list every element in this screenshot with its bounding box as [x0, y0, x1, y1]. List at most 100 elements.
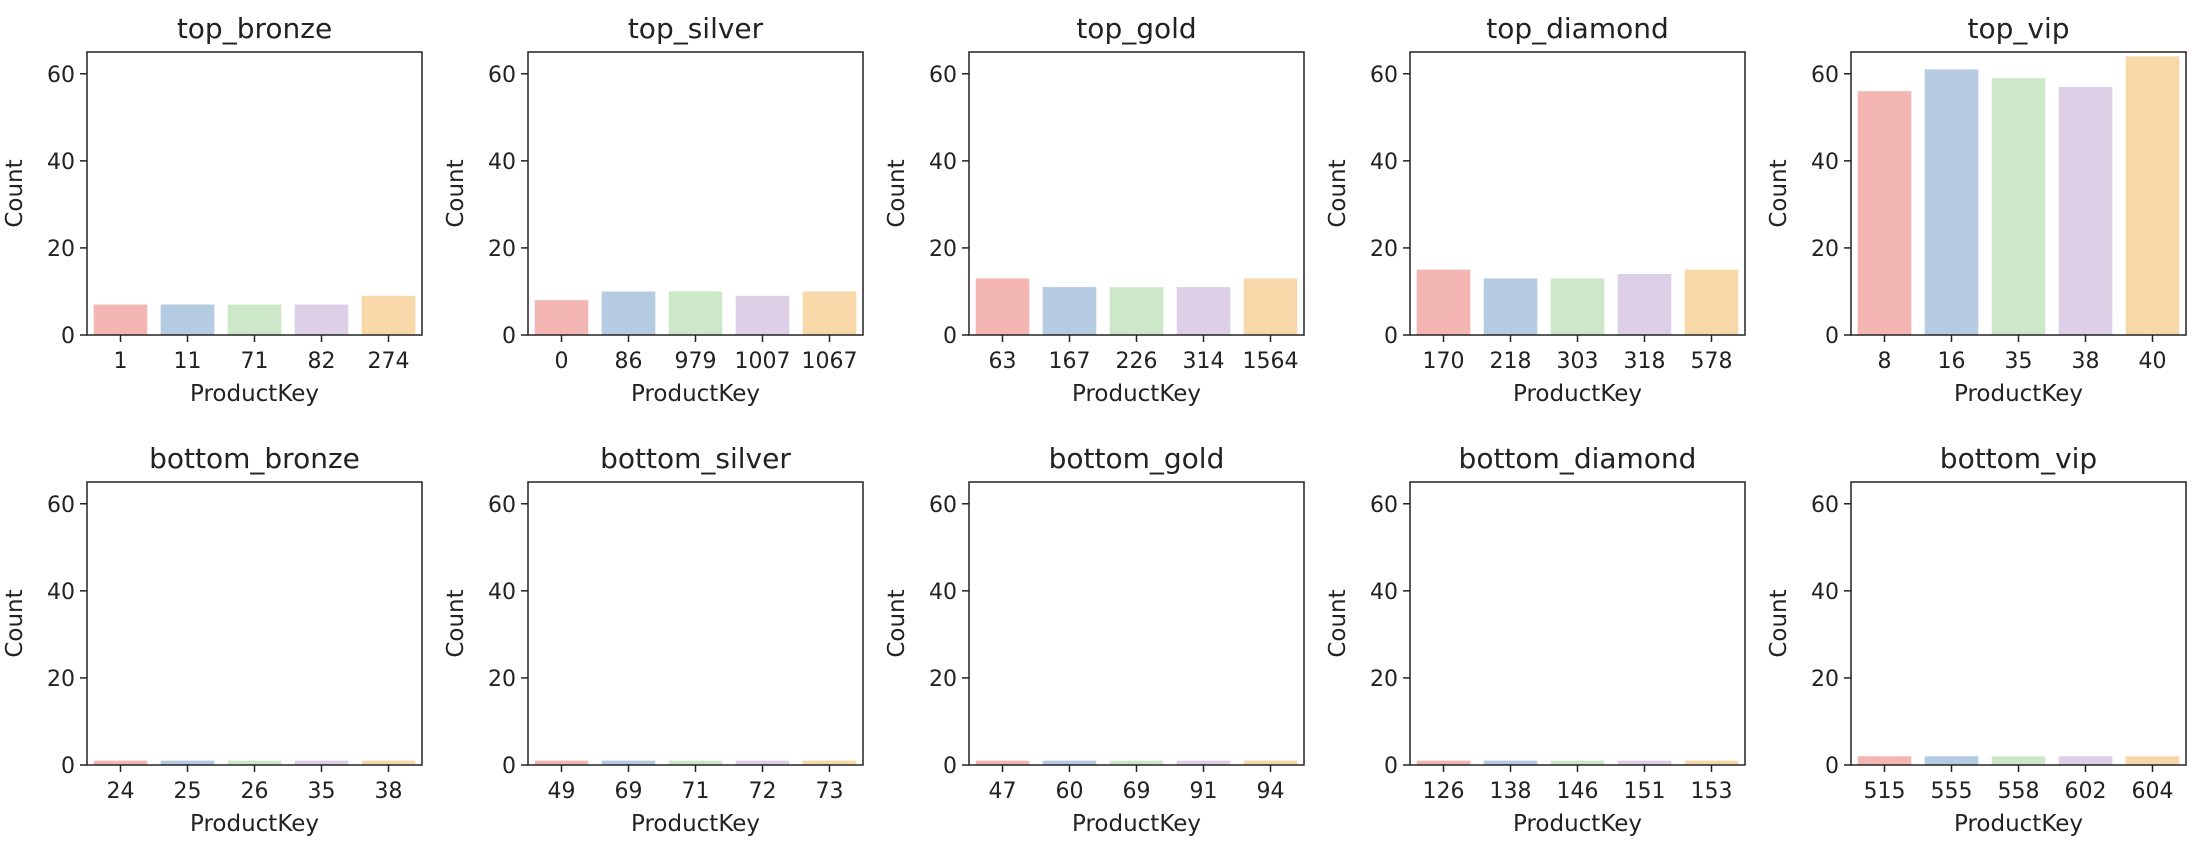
x-tick-label: 126 — [1423, 779, 1465, 804]
y-tick-label: 40 — [1370, 150, 1398, 175]
bar-170 — [1416, 269, 1471, 335]
y-tick-label: 60 — [488, 63, 516, 88]
bar-26 — [227, 760, 282, 765]
x-tick-label: 151 — [1624, 779, 1666, 804]
panel-top_silver: top_silver 0 20 40 60 0 86 979 1007 1067 ProductKe… — [443, 12, 864, 407]
bar-126 — [1416, 760, 1471, 765]
bar-515 — [1857, 756, 1912, 765]
x-tick-label: 555 — [1931, 779, 1973, 804]
y-tick-label: 20 — [1811, 237, 1839, 262]
x-tick-label: 146 — [1557, 779, 1599, 804]
x-tick-label: 170 — [1423, 349, 1465, 374]
y-axis-label: Count — [1325, 159, 1351, 227]
y-tick-label: 0 — [1384, 324, 1398, 349]
x-axis-label: ProductKey — [1072, 381, 1201, 407]
y-tick-label: 60 — [1811, 493, 1839, 518]
bar-60 — [1042, 760, 1097, 765]
bar-69 — [1109, 760, 1164, 765]
x-tick-label: 35 — [2005, 349, 2033, 374]
x-tick-label: 1 — [114, 349, 128, 374]
x-tick-label: 11 — [174, 349, 202, 374]
bar-138 — [1483, 760, 1538, 765]
bar-91 — [1176, 760, 1231, 765]
x-tick-label: 38 — [2072, 349, 2100, 374]
x-tick-label: 69 — [615, 779, 643, 804]
plot-frame — [1850, 481, 2187, 766]
y-tick-label: 20 — [1370, 667, 1398, 692]
y-axis-label: Count — [443, 589, 469, 657]
x-tick-label: 558 — [1998, 779, 2040, 804]
panel-title: bottom_gold — [1049, 442, 1225, 475]
y-axis-label: Count — [884, 159, 910, 227]
x-axis-label: ProductKey — [1954, 381, 2083, 407]
y-tick-label: 20 — [929, 237, 957, 262]
bar-1 — [93, 304, 148, 335]
bar-71 — [668, 760, 723, 765]
x-tick-label: 303 — [1557, 349, 1599, 374]
bar-226 — [1109, 287, 1164, 335]
x-tick-label: 515 — [1864, 779, 1906, 804]
bar-47 — [975, 760, 1030, 765]
x-tick-label: 8 — [1878, 349, 1892, 374]
x-tick-label: 25 — [174, 779, 202, 804]
y-tick-label: 60 — [929, 493, 957, 518]
plot-frame — [968, 481, 1305, 766]
bar-38 — [361, 760, 416, 765]
x-tick-label: 1007 — [735, 349, 791, 374]
x-tick-label: 16 — [1938, 349, 1966, 374]
x-axis-label: ProductKey — [190, 811, 319, 837]
panel-top_gold: top_gold 0 20 40 60 63 167 226 314 1564 ProductKey… — [884, 12, 1305, 407]
y-tick-label: 40 — [1370, 580, 1398, 605]
y-tick-label: 20 — [47, 667, 75, 692]
y-tick-label: 60 — [1811, 63, 1839, 88]
y-axis-label: Count — [1766, 589, 1792, 657]
panel-title: top_vip — [1967, 12, 2069, 45]
bar-1067 — [802, 291, 857, 335]
panel-title: top_diamond — [1486, 12, 1669, 45]
plot-frame — [86, 51, 423, 336]
bar-274 — [361, 295, 416, 335]
y-axis-label: Count — [2, 589, 28, 657]
y-tick-label: 40 — [929, 150, 957, 175]
bar-35 — [294, 760, 349, 765]
y-tick-label: 0 — [61, 324, 75, 349]
plot-frame — [527, 481, 864, 766]
y-tick-label: 20 — [488, 237, 516, 262]
bar-24 — [93, 760, 148, 765]
x-tick-label: 578 — [1691, 349, 1733, 374]
bar-94 — [1243, 760, 1298, 765]
x-tick-label: 0 — [555, 349, 569, 374]
x-tick-label: 63 — [989, 349, 1017, 374]
bar-49 — [534, 760, 589, 765]
y-axis-label: Count — [1766, 159, 1792, 227]
y-tick-label: 60 — [1370, 63, 1398, 88]
x-tick-label: 318 — [1624, 349, 1666, 374]
bar-979 — [668, 291, 723, 335]
plot-frame — [1409, 481, 1746, 766]
panel-bottom_vip: bottom_vip 0 20 40 60 515 555 558 602 604 ProductK… — [1766, 442, 2187, 837]
y-tick-label: 40 — [1811, 580, 1839, 605]
y-axis-label: Count — [2, 159, 28, 227]
x-tick-label: 35 — [308, 779, 336, 804]
x-axis-label: ProductKey — [631, 811, 760, 837]
y-axis-label: Count — [884, 589, 910, 657]
x-tick-label: 1564 — [1243, 349, 1299, 374]
bar-82 — [294, 304, 349, 335]
x-tick-label: 69 — [1123, 779, 1151, 804]
bar-69 — [601, 760, 656, 765]
x-axis-label: ProductKey — [631, 381, 760, 407]
y-tick-label: 0 — [1825, 324, 1839, 349]
bar-318 — [1617, 274, 1672, 335]
y-tick-label: 40 — [47, 150, 75, 175]
bar-314 — [1176, 287, 1231, 335]
panel-top_vip: top_vip 0 20 40 60 8 16 35 38 40 ProductKey Count — [1766, 12, 2187, 407]
x-tick-label: 94 — [1257, 779, 1285, 804]
x-tick-label: 86 — [615, 349, 643, 374]
y-tick-label: 60 — [47, 493, 75, 518]
bar-25 — [160, 760, 215, 765]
panel-bottom_bronze: bottom_bronze 0 20 40 60 24 25 26 35 38 ProductKey… — [2, 442, 423, 837]
x-tick-label: 40 — [2139, 349, 2167, 374]
x-tick-label: 153 — [1691, 779, 1733, 804]
